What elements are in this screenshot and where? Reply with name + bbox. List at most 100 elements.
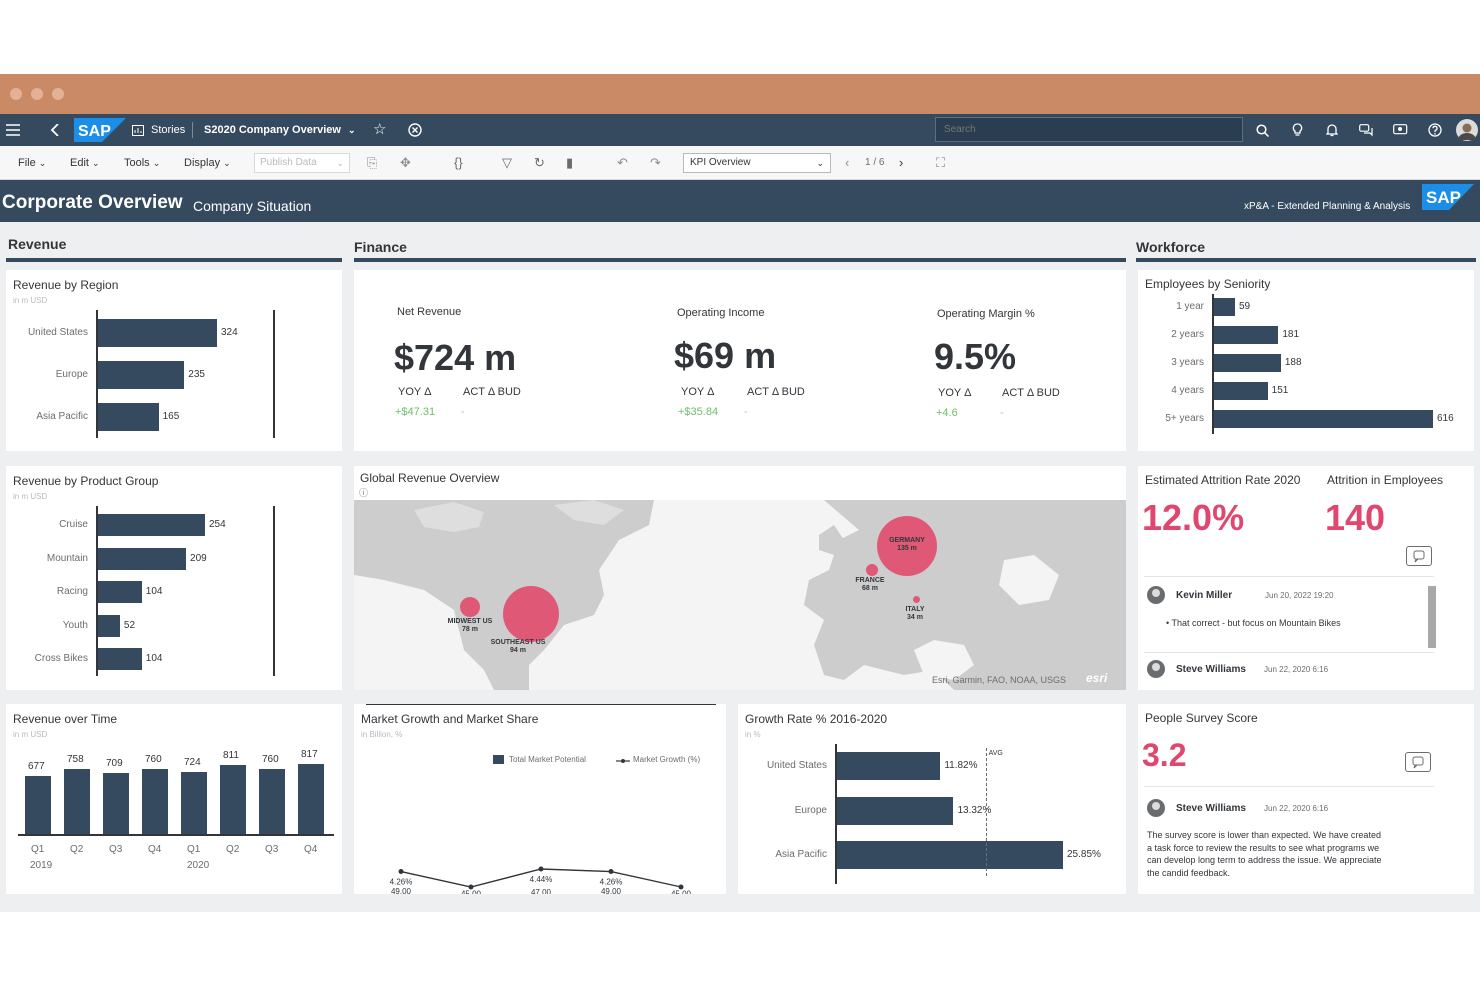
bubble-southeast-us[interactable] <box>503 586 559 642</box>
tools-menu[interactable]: Tools ⌄ <box>124 146 160 180</box>
finance-kpi-card[interactable]: Net Revenue $724 m YOY Δ ACT Δ BUD +$47.… <box>354 270 1126 451</box>
growth-value-label: 4.26% <box>600 878 623 887</box>
category-label: 5+ years <box>1165 413 1204 424</box>
chevron-down-icon: ⌄ <box>92 158 100 168</box>
section-revenue-title: Revenue <box>8 236 67 252</box>
kpi-yoy-label: YOY Δ <box>681 386 715 398</box>
bar <box>64 769 90 834</box>
bubble-germany[interactable] <box>877 516 937 576</box>
quarter-label: Q2 <box>70 844 84 855</box>
publish-data-button[interactable]: Publish Data ⌄ <box>254 153 350 173</box>
legend-line-swatch <box>616 759 630 763</box>
bubble-italy[interactable] <box>913 596 920 603</box>
chevron-down-icon: ⌄ <box>348 125 356 135</box>
global-revenue-map-card[interactable]: Global Revenue Overview ⓘ GERMANY 135 m F… <box>354 466 1126 690</box>
display-menu[interactable]: Display ⌄ <box>184 146 231 180</box>
info-icon[interactable]: ⓘ <box>359 488 369 498</box>
growth-point <box>398 869 404 875</box>
kpi-bud-value: - <box>1000 407 1004 419</box>
employees-by-seniority-card[interactable]: Employees by Seniority 1 year 59 2 years 18… <box>1138 270 1474 451</box>
category-label: 3 years <box>1171 357 1204 368</box>
copy-icon[interactable]: ⎘ <box>367 155 378 170</box>
prev-page-icon[interactable]: ‹ <box>845 155 850 170</box>
value-label: 758 <box>67 754 84 766</box>
quarter-label: Q1 <box>31 844 45 855</box>
fullscreen-icon[interactable]: ⛶ <box>936 155 946 170</box>
attrition-card[interactable]: Estimated Attrition Rate 2020 Attrition … <box>1138 466 1474 690</box>
story-title-dropdown[interactable]: S2020 Company Overview ⌄ <box>204 114 356 146</box>
card-unit: in m USD <box>13 492 48 501</box>
comment-line: a task force to review the results to se… <box>1147 842 1380 853</box>
bar <box>1214 326 1279 344</box>
value-label: 616 <box>1437 413 1454 424</box>
window-minimize-dot[interactable] <box>31 88 43 100</box>
comment-icon <box>1413 550 1425 563</box>
quarter-label: Q4 <box>304 844 318 855</box>
undo-icon[interactable]: ↶ <box>617 155 628 170</box>
category-label: United States <box>27 327 88 338</box>
card-unit: in % <box>745 730 761 739</box>
category-label: 2 years <box>1171 329 1204 340</box>
search-input[interactable] <box>935 117 1243 142</box>
revenue-over-time-card[interactable]: Revenue over Time in m USD 677 Q1 758 Q2 709… <box>6 704 342 894</box>
card-title: Growth Rate % 2016-2020 <box>745 712 888 726</box>
card-unit: in m USD <box>13 730 48 739</box>
page-select[interactable]: KPI Overview ⌄ <box>683 153 831 173</box>
map-area[interactable]: GERMANY 135 m FRANCE 68 m ITALY 34 m MIDWES… <box>354 500 1126 690</box>
people-survey-card[interactable]: People Survey Score 3.2 Steve Williams J… <box>1138 704 1474 894</box>
comment-author: Steve Williams <box>1176 803 1246 814</box>
display-menu-label: Display <box>184 157 221 169</box>
redo-icon[interactable]: ↷ <box>650 155 661 170</box>
kpi-bud-label: ACT Δ BUD <box>463 386 521 398</box>
insert-icon[interactable]: ✥ <box>400 155 411 170</box>
map-label-southeast-us: SOUTHEAST US 94 m <box>484 639 552 655</box>
filter-icon[interactable]: ▽ <box>502 155 512 170</box>
bar <box>98 547 187 570</box>
stories-link[interactable]: Stories <box>132 114 185 146</box>
card-unit: in m USD <box>13 296 48 305</box>
comment-divider <box>1144 652 1434 653</box>
chevron-down-icon: ⌄ <box>38 158 47 168</box>
quarter-label: Q4 <box>148 844 162 855</box>
average-line <box>985 748 987 876</box>
bar <box>98 361 185 389</box>
category-label: 1 year <box>1176 301 1204 312</box>
next-page-icon[interactable]: › <box>899 155 904 170</box>
growth-rate-card[interactable]: Growth Rate % 2016-2020 in % United Stat… <box>738 704 1126 894</box>
bar <box>98 581 142 604</box>
bar <box>1214 382 1268 400</box>
bar <box>181 771 207 834</box>
category-label: Europe <box>55 369 88 380</box>
value-label: 324 <box>221 327 238 338</box>
window-close-dot[interactable] <box>10 88 22 100</box>
bar <box>837 841 1063 870</box>
bar <box>220 764 246 834</box>
map-label-text: SOUTHEAST US <box>490 639 546 646</box>
value-label: 104 <box>145 653 163 665</box>
bubble-midwest-us[interactable] <box>460 597 480 617</box>
refresh-icon[interactable]: ↻ <box>534 155 545 170</box>
revenue-by-product-card[interactable]: Revenue by Product Group in m USD Cruise… <box>6 466 342 690</box>
value-label: 25.85% <box>1067 849 1101 861</box>
map-label-midwest-us: MIDWEST US 78 m <box>442 618 498 634</box>
value-label: 151 <box>1271 385 1289 396</box>
add-comment-button[interactable] <box>1405 752 1431 772</box>
map-label-text: FRANCE <box>855 577 885 584</box>
file-menu[interactable]: File ⌄ <box>18 146 46 180</box>
star-icon[interactable]: ☆ <box>373 121 387 138</box>
code-icon[interactable]: {} <box>454 155 463 170</box>
bubble-france[interactable] <box>866 564 878 576</box>
revenue-by-region-card[interactable]: Revenue by Region in m USD United States… <box>6 270 342 451</box>
comments-scrollbar[interactable] <box>1428 586 1436 648</box>
market-growth-card[interactable]: Market Growth and Market Share in Billio… <box>354 704 726 894</box>
bar <box>837 796 954 825</box>
window-zoom-dot[interactable] <box>52 88 64 100</box>
chart-right-line <box>273 310 275 438</box>
growth-value-label: 3.16% <box>460 893 483 894</box>
growth-value-label: 3.16% <box>670 893 693 894</box>
map-label-text: ITALY <box>905 606 925 613</box>
bookmark-icon[interactable]: ▮ <box>566 155 574 170</box>
add-comment-button[interactable] <box>1406 546 1432 566</box>
bar <box>1214 298 1235 316</box>
edit-menu[interactable]: Edit ⌄ <box>70 146 100 180</box>
